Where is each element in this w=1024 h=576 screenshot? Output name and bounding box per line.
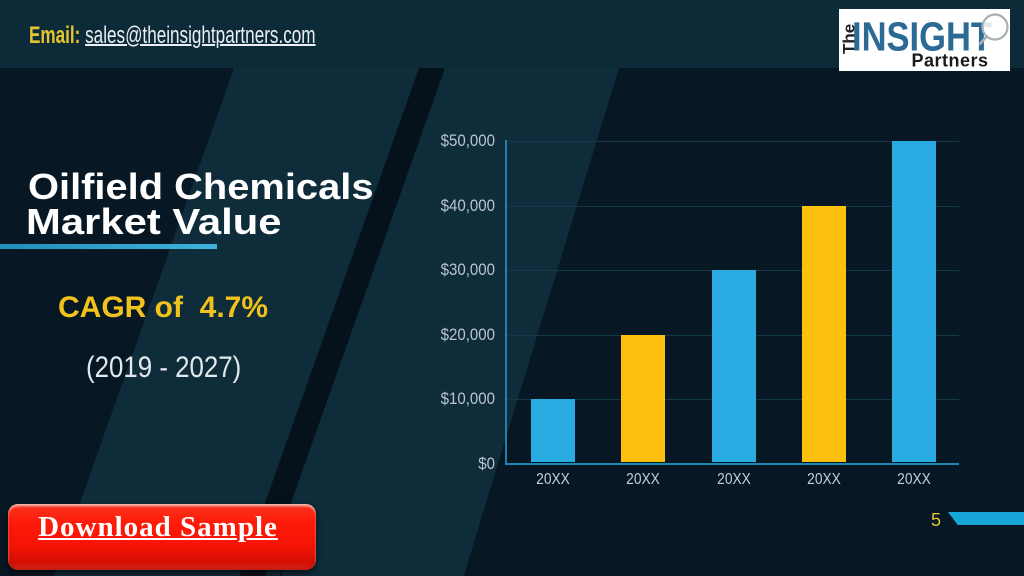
svg-text:The: The [840,24,859,54]
svg-text:INSIGHT: INSIGHT [852,14,992,60]
svg-text:Partners: Partners [912,51,989,71]
